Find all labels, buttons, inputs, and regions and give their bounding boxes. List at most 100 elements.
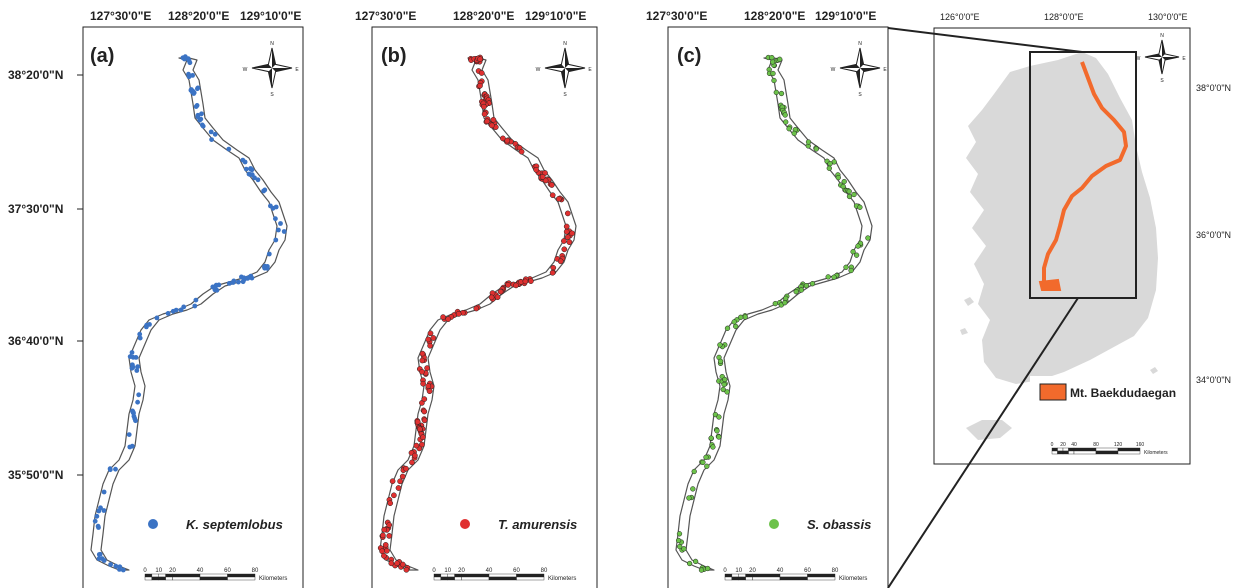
compass-letter-w: W [536, 67, 541, 73]
legend-species-a: K. septemlobus [186, 517, 283, 532]
occurrence-point [101, 508, 107, 513]
compass-letter-e: E [295, 67, 299, 73]
occurrence-point [430, 335, 437, 341]
scale-segment [1057, 450, 1064, 455]
inset-legend: Mt. Baekdudaegan [1030, 376, 1186, 408]
occurrence-point [420, 380, 426, 387]
occurrence-points-c [675, 54, 871, 573]
occurrence-point [395, 485, 402, 491]
occurrence-point [731, 319, 737, 325]
compass-letter-e: E [883, 67, 887, 73]
lon-tick-c-3: 129°10'0"E [815, 9, 876, 23]
north-arrow-b: N E S W [536, 41, 593, 98]
occurrence-point [704, 463, 710, 469]
compass-letter-w: W [243, 67, 248, 73]
occurrence-point [117, 564, 123, 570]
occurrence-point [564, 210, 571, 217]
occurrence-point [209, 137, 215, 143]
scale-segment [779, 573, 808, 578]
scale-segment [227, 573, 256, 578]
occurrence-point [555, 196, 562, 202]
occurrence-point [425, 336, 432, 343]
occurrence-point [136, 392, 142, 398]
occurrence-point [276, 227, 281, 233]
occurrence-point [676, 531, 683, 537]
occurrence-point [720, 386, 726, 393]
occurrence-point [420, 434, 426, 441]
occurrence-point [178, 307, 184, 313]
compass-letter-s: S [1160, 78, 1164, 84]
scale-segment [199, 576, 228, 581]
occurrence-point [478, 70, 485, 76]
occurrence-point [733, 323, 739, 330]
occurrence-point [195, 114, 201, 120]
occurrence-point [236, 279, 241, 285]
occurrence-point [419, 368, 425, 375]
occurrence-point [212, 131, 218, 137]
occurrence-point [857, 204, 863, 210]
occurrence-point [778, 90, 785, 97]
scale-tick-label: 60 [224, 568, 231, 574]
scale-segment [488, 573, 517, 578]
occurrence-point [692, 558, 699, 565]
scale-tick-label: 10 [155, 568, 162, 574]
inset-lon-1: 126°0'0"E [940, 12, 980, 22]
occurrence-point [548, 182, 555, 188]
occurrence-point [853, 252, 860, 258]
scale-tick-label: 20 [458, 568, 465, 574]
scale-segment [738, 573, 746, 578]
scale-unit-label: Kilometers [1144, 450, 1168, 456]
occurrence-point [413, 442, 420, 449]
occurrence-point [835, 174, 841, 181]
occurrence-point [192, 303, 198, 309]
occurrence-point [389, 478, 396, 485]
occurrence-point [855, 243, 861, 249]
scale-segment [454, 576, 462, 581]
occurrence-point [826, 165, 832, 171]
occurrence-point [563, 228, 570, 235]
occurrence-point [490, 116, 497, 123]
occurrence-point [477, 82, 483, 89]
scale-segment [172, 576, 201, 581]
compass-letter-n: N [858, 41, 862, 47]
occurrence-point [381, 526, 388, 533]
occurrence-point [481, 111, 488, 117]
occurrence-point [477, 56, 483, 62]
occurrence-point [724, 325, 731, 331]
occurrence-point [533, 166, 540, 173]
scale-segment [1095, 450, 1119, 455]
occurrence-point [425, 383, 432, 389]
occurrence-point [798, 287, 805, 293]
occurrence-point [777, 56, 783, 62]
occurrence-point [170, 308, 176, 314]
legend-dot-b [460, 519, 470, 529]
compass-letter-n: N [563, 41, 567, 47]
occurrence-point [690, 486, 696, 492]
route-outline-c [675, 57, 873, 571]
occurrence-point [382, 542, 389, 548]
occurrence-point [96, 525, 101, 530]
scale-tick-label: 20 [169, 568, 176, 574]
compass-letter-n: N [270, 41, 274, 47]
occurrence-point [549, 192, 556, 199]
occurrence-point [769, 54, 775, 61]
occurrence-point [561, 238, 567, 244]
scale-segment [745, 576, 753, 581]
occurrence-point [455, 311, 462, 317]
occurrence-point [193, 297, 199, 303]
occurrence-point [419, 350, 426, 357]
occurrence-point [199, 122, 205, 128]
occurrence-point [705, 565, 711, 572]
occurrence-point [865, 235, 871, 241]
scale-segment [199, 573, 228, 578]
occurrence-point [686, 495, 692, 501]
occurrence-point [825, 274, 831, 280]
scale-tick-label: 0 [432, 568, 436, 574]
scale-unit-label: Kilometers [259, 576, 287, 582]
scale-segment [1062, 450, 1069, 455]
occurrence-point [791, 130, 797, 137]
lon-tick-a-1: 127°30'0"E [90, 9, 151, 23]
occurrence-point [249, 275, 255, 281]
occurrence-point [193, 104, 199, 109]
